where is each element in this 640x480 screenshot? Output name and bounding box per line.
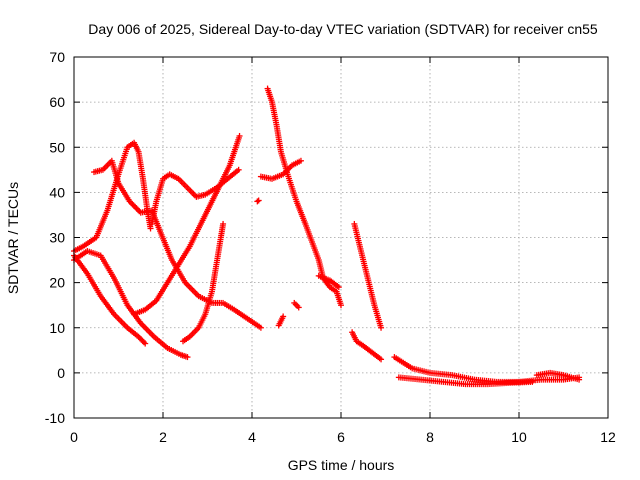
x-tick-label: 6 (337, 429, 345, 445)
data-point (378, 324, 385, 331)
data-point (529, 378, 536, 385)
data-point (335, 284, 342, 291)
x-axis-label: GPS time / hours (288, 457, 395, 473)
x-tick-label: 2 (159, 429, 167, 445)
data-point (378, 356, 385, 363)
y-tick-label: 10 (49, 320, 65, 336)
data-marks (71, 85, 583, 388)
y-tick-label: -10 (45, 410, 65, 426)
x-tick-label: 10 (511, 429, 527, 445)
data-point (220, 220, 227, 227)
data-point (338, 302, 344, 309)
data-point (184, 354, 191, 361)
y-tick-label: 60 (49, 94, 65, 110)
x-tick-label: 4 (248, 429, 256, 445)
y-tick-label: 20 (49, 275, 65, 291)
data-point (280, 313, 287, 320)
data-point (295, 304, 302, 311)
data-point (142, 340, 149, 347)
y-tick-label: 0 (57, 365, 65, 381)
data-point (235, 166, 242, 173)
y-tick-label: 50 (49, 139, 65, 155)
x-tick-label: 0 (70, 429, 78, 445)
x-tick-label: 8 (426, 429, 434, 445)
y-tick-label: 40 (49, 184, 65, 200)
tick-labels: 0 2 4 6 8 10 12 -10 0 10 20 30 40 50 60 70 (45, 49, 616, 445)
data-point (576, 376, 583, 383)
x-tick-label: 12 (600, 429, 616, 445)
data-point (297, 157, 304, 164)
data-point (236, 132, 243, 139)
chart-title: Day 006 of 2025, Sidereal Day-to-day VTE… (88, 21, 598, 37)
data-point (254, 198, 261, 205)
data-point (147, 225, 154, 232)
plot-border (73, 56, 609, 419)
y-axis-label: SDTVAR / TECUs (5, 182, 21, 294)
data-point (255, 197, 262, 204)
y-tick-label: 70 (49, 49, 65, 65)
data-point (257, 324, 264, 331)
y-tick-label: 30 (49, 230, 65, 246)
